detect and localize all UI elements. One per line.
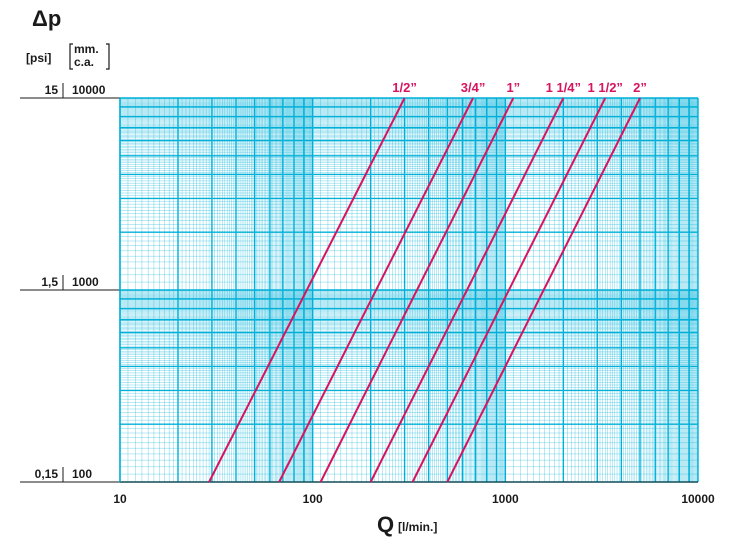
series-label: 1 1/2”: [588, 80, 623, 95]
x-tick-label: 1000: [492, 492, 519, 506]
series-label: 1”: [506, 80, 520, 95]
y-tick-label-mm: 100: [72, 467, 92, 481]
chart-labels: Δp [psi] mm. c.a. Q [l/min.] 10 100 1000 10…: [26, 6, 715, 537]
y-tick-label-psi: 0,15: [35, 467, 59, 481]
series-line: [208, 97, 406, 483]
y-tick-label-mm: 10000: [72, 83, 106, 97]
y-tick-label-psi: 1,5: [41, 275, 58, 289]
x-axis-unit: [l/min.]: [398, 520, 437, 534]
chart-title: Δp: [32, 6, 61, 31]
x-tick-label: 10000: [681, 492, 715, 506]
x-axis-label: Q: [377, 512, 394, 537]
series-label: 1 1/4”: [546, 80, 581, 95]
unit-bracket-right: [106, 43, 110, 70]
y-unit-psi: [psi]: [26, 51, 51, 65]
series-line: [369, 97, 565, 483]
y-tick-label-psi: 15: [45, 83, 59, 97]
series-label: 3/4”: [461, 80, 486, 95]
series-label: 1/2”: [392, 80, 417, 95]
series-label: 2”: [633, 80, 647, 95]
x-tick-label: 10: [113, 492, 127, 506]
series-line: [319, 97, 515, 483]
unit-bracket-left: [69, 43, 73, 70]
chart-series: 1/2” 3/4” 1” 1 1/4” 1 1/2” 2”: [208, 80, 647, 483]
series-line: [446, 97, 641, 483]
series-line: [411, 97, 607, 483]
y-tick-label-mm: 1000: [72, 275, 99, 289]
y-unit-mm-line2: c.a.: [74, 55, 94, 69]
chart-grid: [20, 83, 699, 483]
y-unit-mm-line1: mm.: [74, 42, 99, 56]
series-line: [278, 97, 474, 483]
x-tick-label: 100: [303, 492, 323, 506]
